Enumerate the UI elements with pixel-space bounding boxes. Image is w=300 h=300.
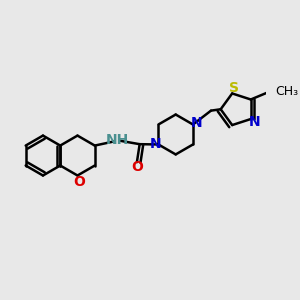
- Text: CH₃: CH₃: [275, 85, 298, 98]
- Text: S: S: [229, 82, 238, 95]
- Text: O: O: [73, 175, 85, 189]
- Text: N: N: [190, 116, 202, 130]
- Text: O: O: [131, 160, 143, 174]
- Text: N: N: [149, 137, 161, 152]
- Text: NH: NH: [105, 133, 129, 147]
- Text: N: N: [249, 116, 261, 129]
